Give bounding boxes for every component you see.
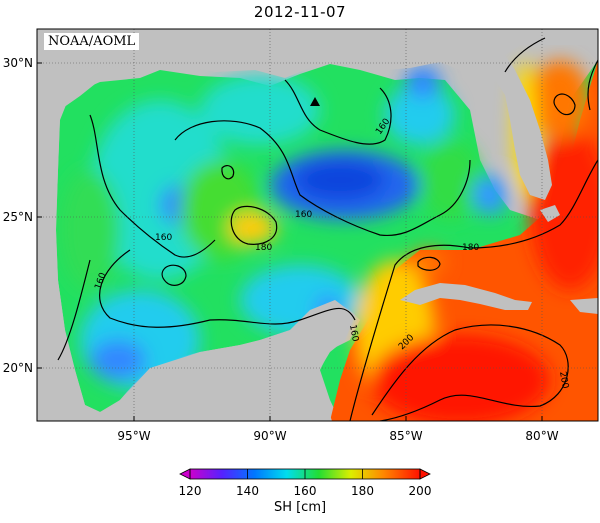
red-core-caribbean	[370, 335, 550, 421]
y-tick-label: 30°N	[3, 56, 33, 70]
blue-eddy-east	[472, 175, 508, 215]
contour-180-pocket	[221, 164, 235, 180]
blue-eddy-southwest	[90, 340, 146, 380]
map-frame	[36, 28, 599, 422]
colorbar-min-arrow	[179, 468, 191, 480]
colorbar-tick-label: 180	[351, 484, 374, 498]
triangle-marker	[310, 97, 320, 106]
x-tick-label: 90°W	[253, 429, 286, 443]
yellow-eddy	[229, 212, 277, 244]
contour-lines	[57, 37, 598, 421]
axis-ticks	[37, 62, 543, 421]
green-region-mid	[180, 160, 260, 260]
y-tick-label: 20°N	[3, 361, 33, 375]
orange-region-ne	[530, 60, 590, 140]
bahamas	[540, 205, 560, 222]
contour-200-caribbean	[371, 324, 569, 421]
contour-160-left	[57, 259, 91, 361]
mexico-south	[100, 300, 355, 421]
map-title: 2012-11-07	[253, 3, 347, 21]
colorbar-tick-label: 200	[409, 484, 432, 498]
cuba	[400, 283, 532, 310]
x-tick-label: 80°W	[525, 429, 558, 443]
cyan-region-north	[200, 75, 320, 145]
us-coast	[37, 29, 598, 120]
contour-200-east	[553, 93, 576, 116]
florida-peninsula	[445, 50, 552, 200]
contour-160-central	[174, 120, 471, 237]
contour-180-loop	[349, 159, 598, 421]
colorbar: 120 140 160 180 200	[179, 468, 432, 498]
graticule	[37, 29, 598, 421]
blue-core	[295, 160, 385, 200]
contour-label: 180	[255, 243, 272, 253]
colorbar-title: SH [cm]	[273, 500, 327, 515]
contour-label: 200	[557, 371, 570, 390]
contour-160-ne	[504, 37, 546, 73]
cyan-region-ne	[385, 85, 455, 145]
x-tick-label: 95°W	[117, 429, 150, 443]
contour-160-west	[89, 114, 216, 258]
contour-label: 160	[155, 233, 172, 243]
land-masses	[37, 29, 598, 421]
contour-180-west	[161, 264, 187, 286]
contour-label: 180	[462, 243, 479, 253]
green-region-west	[60, 170, 120, 290]
colorbar-tick-label: 120	[179, 484, 202, 498]
x-tick-label: 85°W	[389, 429, 422, 443]
y-tick-label: 25°N	[3, 210, 33, 224]
colorbar-tick-label: 160	[294, 484, 317, 498]
contour-160-north	[284, 79, 392, 145]
hispaniola	[570, 298, 598, 314]
mexico-west	[37, 115, 120, 421]
contour-200-ne	[587, 59, 598, 111]
green-region-east	[420, 140, 480, 220]
contour-180-cuba	[417, 256, 441, 271]
credit-label: NOAA/AOML	[44, 33, 140, 50]
colorbar-tick-label: 140	[236, 484, 259, 498]
contour-160-sw	[99, 249, 356, 328]
contour-label: 160	[347, 324, 360, 343]
blue-eddy-north	[405, 66, 441, 98]
colorbar-max-arrow	[419, 468, 431, 480]
contour-label: 160	[295, 210, 312, 220]
